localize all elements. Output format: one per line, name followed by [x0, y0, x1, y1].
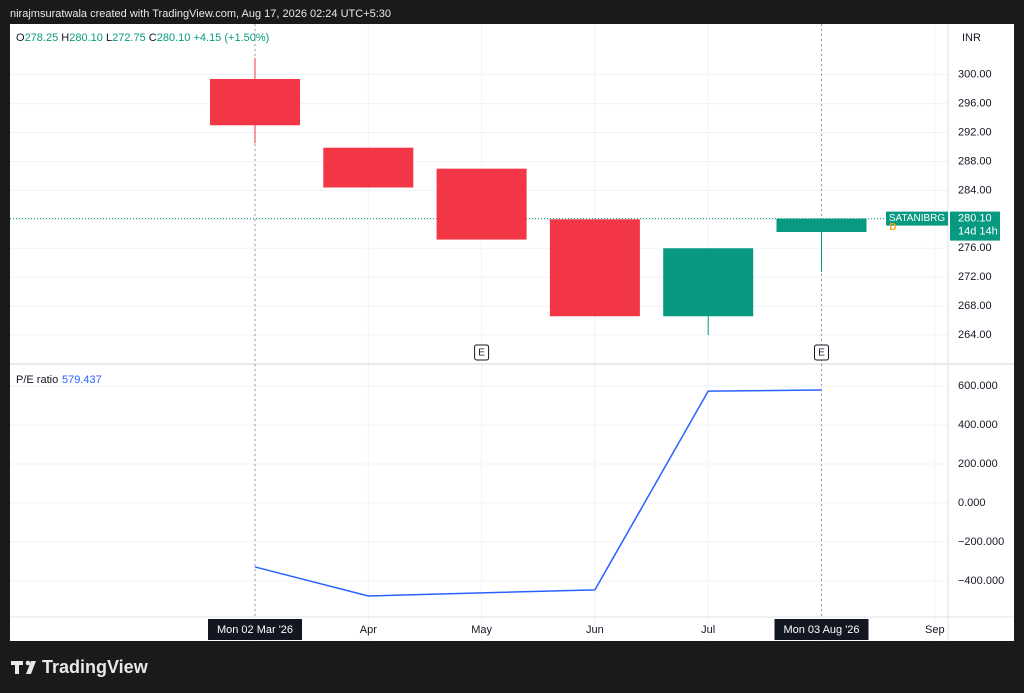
symbol-label: SATANIBRG — [889, 213, 946, 224]
legend-value: 278.25 — [25, 32, 59, 44]
y-tick-label: 400.000 — [958, 419, 998, 431]
legend-key: H — [61, 32, 69, 44]
x-tick-label: Sep — [925, 624, 945, 636]
candle-body — [776, 218, 867, 232]
candle-body — [210, 78, 300, 126]
x-tick-label: Jun — [586, 624, 604, 636]
x-tick-label: Apr — [360, 624, 377, 636]
countdown: 14d 14h — [958, 226, 998, 238]
y-tick-label: 292.00 — [958, 126, 992, 138]
event-label: E — [818, 348, 825, 359]
legend-value: 280.10 — [157, 32, 191, 44]
y-tick-label: 268.00 — [958, 300, 992, 312]
pe-line — [254, 389, 822, 597]
crosshair-date-box — [208, 619, 302, 640]
event-label: E — [478, 348, 485, 359]
candle-body — [549, 219, 640, 317]
caption: nirajmsuratwala created with TradingView… — [10, 8, 391, 20]
x-tick-label: Mon 02 Mar '26 — [217, 624, 293, 636]
x-tick-label: Jul — [701, 624, 715, 636]
last-price-box — [950, 211, 1000, 241]
symbol-box — [886, 211, 948, 226]
y-tick-label: 296.00 — [958, 97, 992, 109]
y-tick-label: 264.00 — [958, 329, 992, 341]
chart-area — [10, 24, 1014, 641]
crosshair-date-box — [774, 619, 869, 640]
pe-legend-value: 579.437 — [62, 374, 102, 386]
last-price-label: 280.10 — [958, 213, 992, 225]
legend-key: O — [16, 32, 25, 44]
y-tick-label: 200.000 — [958, 458, 998, 470]
y-tick-label: 284.00 — [958, 184, 992, 196]
y-tick-label: −400.000 — [958, 575, 1004, 587]
flag: D — [889, 222, 896, 233]
brand: TradingView — [42, 657, 149, 677]
y-tick-label: 600.000 — [958, 380, 998, 392]
currency: INR — [962, 32, 981, 44]
candle-body — [323, 147, 414, 188]
event-marker — [474, 344, 490, 361]
legend-key: C — [149, 32, 157, 44]
legend-value: 272.75 — [112, 32, 146, 44]
event-marker — [814, 344, 829, 361]
x-tick-label: May — [471, 624, 492, 636]
legend: O278.25 H280.10 L272.75 C280.10 +4.15 (+… — [16, 32, 269, 44]
y-tick-label: 288.00 — [958, 155, 992, 167]
legend-key: L — [106, 32, 112, 44]
x-tick-label: Mon 03 Aug '26 — [783, 624, 859, 636]
legend-change: +4.15 (+1.50%) — [193, 32, 269, 44]
y-tick-label: 276.00 — [958, 242, 992, 254]
y-tick-label: −200.000 — [958, 536, 1004, 548]
y-tick-label: 272.00 — [958, 271, 992, 283]
candle-body — [663, 248, 754, 317]
legend-value: 280.10 — [69, 32, 103, 44]
y-tick-label: 300.00 — [958, 69, 992, 81]
pe-legend-name: P/E ratio — [16, 374, 58, 386]
candle-body — [436, 168, 527, 240]
y-tick-label: 0.000 — [958, 497, 986, 509]
logo — [11, 660, 36, 674]
